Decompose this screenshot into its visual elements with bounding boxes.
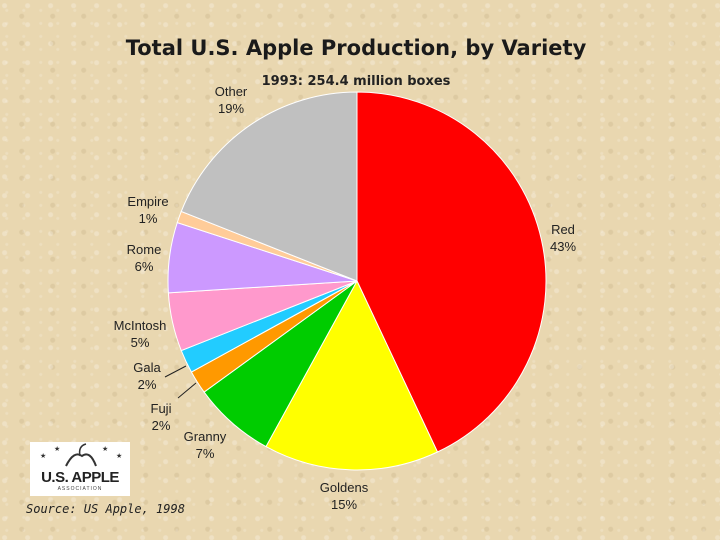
svg-text:★: ★ <box>54 445 60 453</box>
slice-value-granny: 7% <box>196 446 215 461</box>
slice-label-fuji: Fuji <box>151 401 172 416</box>
slice-value-gala: 2% <box>138 377 157 392</box>
slice-value-mcintosh: 5% <box>131 335 150 350</box>
slice-label-goldens: Goldens <box>320 480 369 495</box>
leader-line-gala <box>164 365 187 378</box>
slice-value-rome: 6% <box>135 259 154 274</box>
slice-label-red: Red <box>551 222 575 237</box>
source-note: Source: US Apple, 1998 <box>26 502 185 516</box>
slice-label-gala: Gala <box>133 360 161 375</box>
slice-value-fuji: 2% <box>152 418 171 433</box>
svg-text:★: ★ <box>116 452 122 460</box>
slice-value-goldens: 15% <box>331 497 357 512</box>
pie-slice-other <box>180 91 358 282</box>
svg-text:★: ★ <box>40 452 46 460</box>
slice-value-other: 19% <box>218 101 244 116</box>
slice-label-other: Other <box>215 84 248 99</box>
svg-text:★: ★ <box>102 445 108 453</box>
slice-label-empire: Empire <box>127 194 168 209</box>
slice-value-empire: 1% <box>139 211 158 226</box>
apple-leaf-icon: ★ ★ ★ ★ <box>40 443 122 467</box>
us-apple-logo: ★ ★ ★ ★ U.S. APPLE ASSOCIATION <box>30 442 130 496</box>
logo-subtext: ASSOCIATION <box>57 486 103 492</box>
slice-value-red: 43% <box>550 239 576 254</box>
slice-label-mcintosh: McIntosh <box>114 318 167 333</box>
logo-text: U.S. APPLE <box>41 469 119 486</box>
slice-label-rome: Rome <box>127 242 162 257</box>
pie-slice-red <box>356 91 547 453</box>
chart-title: Total U.S. Apple Production, by Variety <box>125 36 587 60</box>
slice-label-granny: Granny <box>184 429 227 444</box>
leader-line-fuji <box>177 382 197 399</box>
pie-slice-goldens <box>265 279 439 471</box>
chart-subtitle: 1993: 254.4 million boxes <box>262 74 451 89</box>
